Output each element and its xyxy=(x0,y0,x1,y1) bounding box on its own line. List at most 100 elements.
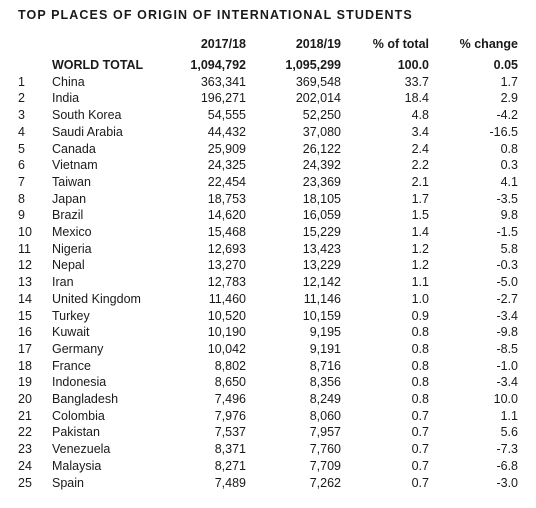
table-row: 7 Taiwan 22,454 23,369 2.1 4.1 xyxy=(18,174,518,191)
table-row: 1 China 363,341 369,548 33.7 1.7 xyxy=(18,74,518,91)
pct-total: 1.1 xyxy=(411,275,429,290)
pct-total: 1.2 xyxy=(411,258,429,273)
value-2017-18: 25,909 xyxy=(207,141,246,156)
table-row: 18 France 8,802 8,716 0.8 -1.0 xyxy=(18,358,518,375)
value-2017-18: 44,432 xyxy=(207,124,246,139)
pct-change: -3.0 xyxy=(496,475,518,490)
value-2018-19: 7,760 xyxy=(309,442,341,457)
country-name: Venezuela xyxy=(52,442,111,457)
total-name: WORLD TOTAL xyxy=(52,58,144,72)
pct-change: -3.4 xyxy=(496,375,518,390)
rank-cell: 3 xyxy=(18,108,25,123)
table-row: 2 India 196,271 202,014 18.4 2.9 xyxy=(18,90,518,107)
value-2017-18: 12,693 xyxy=(207,241,246,256)
value-2017-18: 24,325 xyxy=(207,158,246,173)
value-2017-18: 8,802 xyxy=(214,358,246,373)
value-2017-18: 7,976 xyxy=(214,408,246,423)
table-row: 20 Bangladesh 7,496 8,249 0.8 10.0 xyxy=(18,391,518,408)
pct-total: 0.7 xyxy=(411,442,429,457)
rank-cell: 9 xyxy=(18,208,25,223)
country-name: Turkey xyxy=(52,308,90,323)
table-row: 22 Pakistan 7,537 7,957 0.7 5.6 xyxy=(18,424,518,441)
value-2018-19: 24,392 xyxy=(302,158,341,173)
value-2018-19: 13,423 xyxy=(302,241,341,256)
pct-change: 0.8 xyxy=(500,141,518,156)
header-2017-18: 2017/18 xyxy=(200,37,246,51)
country-name: Saudi Arabia xyxy=(52,124,123,139)
value-2018-19: 10,159 xyxy=(302,308,341,323)
total-2018-19: 1,095,299 xyxy=(285,58,341,72)
pct-change: -4.2 xyxy=(496,108,518,123)
total-pct-change: 0.05 xyxy=(493,58,518,72)
rank-cell: 2 xyxy=(18,91,25,106)
value-2017-18: 10,520 xyxy=(207,308,246,323)
country-name: India xyxy=(52,91,80,106)
table-row: 4 Saudi Arabia 44,432 37,080 3.4 -16.5 xyxy=(18,124,518,141)
pct-change: 1.7 xyxy=(500,74,518,89)
value-2018-19: 9,195 xyxy=(309,325,341,340)
rank-cell: 11 xyxy=(18,241,31,256)
pct-total: 0.8 xyxy=(411,358,429,373)
pct-total: 0.9 xyxy=(411,308,429,323)
table-row: 9 Brazil 14,620 16,059 1.5 9.8 xyxy=(18,207,518,224)
rank-cell: 4 xyxy=(18,124,25,139)
total-rank xyxy=(18,57,52,74)
value-2018-19: 8,716 xyxy=(309,358,341,373)
value-2018-19: 9,191 xyxy=(309,341,341,356)
value-2018-19: 52,250 xyxy=(302,108,341,123)
rank-cell: 10 xyxy=(18,225,32,240)
rank-cell: 13 xyxy=(18,275,32,290)
pct-total: 1.4 xyxy=(411,225,429,240)
rank-cell: 17 xyxy=(18,341,32,356)
pct-total: 1.2 xyxy=(411,241,429,256)
students-table: 2017/18 2018/19 % of total % change WORL… xyxy=(18,35,518,491)
value-2017-18: 8,271 xyxy=(214,458,246,473)
value-2018-19: 12,142 xyxy=(302,275,341,290)
value-2017-18: 7,537 xyxy=(214,425,246,440)
table-row: 10 Mexico 15,468 15,229 1.4 -1.5 xyxy=(18,224,518,241)
table-row: 21 Colombia 7,976 8,060 0.7 1.1 xyxy=(18,408,518,425)
table-row: 19 Indonesia 8,650 8,356 0.8 -3.4 xyxy=(18,374,518,391)
country-name: Iran xyxy=(52,275,74,290)
table-row: 25 Spain 7,489 7,262 0.7 -3.0 xyxy=(18,475,518,492)
country-name: Taiwan xyxy=(52,174,91,189)
pct-total: 4.8 xyxy=(411,108,429,123)
table-row: 14 United Kingdom 11,460 11,146 1.0 -2.7 xyxy=(18,291,518,308)
pct-change: 1.1 xyxy=(500,408,518,423)
value-2017-18: 54,555 xyxy=(207,108,246,123)
table-row: 12 Nepal 13,270 13,229 1.2 -0.3 xyxy=(18,257,518,274)
value-2017-18: 18,753 xyxy=(207,191,246,206)
pct-total: 0.7 xyxy=(411,425,429,440)
pct-total: 0.7 xyxy=(411,475,429,490)
pct-change: 0.3 xyxy=(500,158,518,173)
value-2017-18: 22,454 xyxy=(207,174,246,189)
rank-cell: 14 xyxy=(18,291,32,306)
header-name xyxy=(52,35,160,57)
rank-cell: 6 xyxy=(18,158,25,173)
table-title: TOP PLACES OF ORIGIN OF INTERNATIONAL ST… xyxy=(18,8,413,22)
header-pct-change: % change xyxy=(459,37,518,51)
pct-change: 2.9 xyxy=(500,91,518,106)
header-row: 2017/18 2018/19 % of total % change xyxy=(18,35,518,57)
rank-cell: 5 xyxy=(18,141,25,156)
pct-change: -1.0 xyxy=(496,358,518,373)
pct-change: -1.5 xyxy=(496,225,518,240)
total-pct-total: 100.0 xyxy=(397,58,429,72)
pct-change: -0.3 xyxy=(496,258,518,273)
pct-change: -5.0 xyxy=(496,275,518,290)
value-2018-19: 8,356 xyxy=(309,375,341,390)
value-2017-18: 11,460 xyxy=(208,291,246,306)
table-row: 3 South Korea 54,555 52,250 4.8 -4.2 xyxy=(18,107,518,124)
pct-total: 0.8 xyxy=(411,375,429,390)
rank-cell: 22 xyxy=(18,425,32,440)
table-row: 8 Japan 18,753 18,105 1.7 -3.5 xyxy=(18,191,518,208)
pct-change: 5.8 xyxy=(500,241,518,256)
rank-cell: 8 xyxy=(18,191,25,206)
value-2017-18: 12,783 xyxy=(207,275,246,290)
value-2018-19: 7,709 xyxy=(309,458,341,473)
pct-total: 0.8 xyxy=(411,392,429,407)
value-2017-18: 7,489 xyxy=(214,475,246,490)
table-row: 5 Canada 25,909 26,122 2.4 0.8 xyxy=(18,141,518,158)
country-name: Brazil xyxy=(52,208,84,223)
pct-total: 2.1 xyxy=(411,174,429,189)
